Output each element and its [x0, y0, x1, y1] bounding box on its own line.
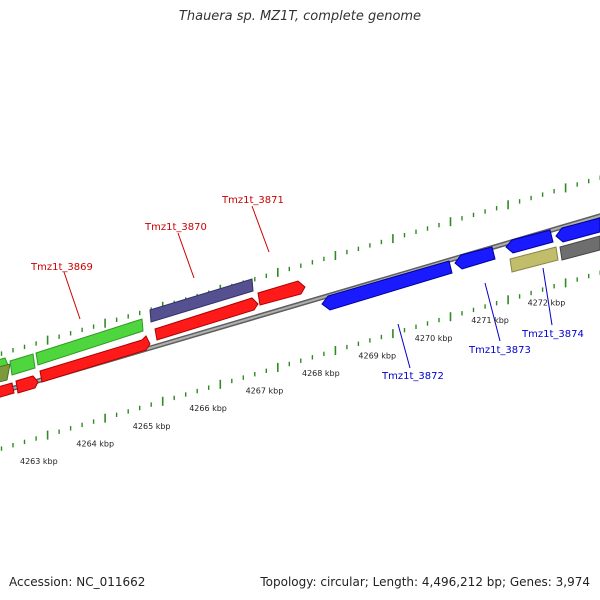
inner-tick-track — [0, 270, 600, 451]
kbp-label: 4270 kbp — [415, 334, 453, 343]
kbp-label: 4268 kbp — [302, 369, 340, 378]
gene-green-small[interactable] — [9, 353, 36, 376]
gene-label-tmz1t-3873[interactable]: Tmz1t_3873 — [468, 345, 531, 356]
gene-red-left-a[interactable] — [0, 382, 15, 403]
kbp-label: 4263 kbp — [20, 457, 58, 466]
gene-label-tmz1t-3872[interactable]: Tmz1t_3872 — [381, 371, 444, 382]
gene-tmz1t-3872[interactable] — [321, 260, 453, 311]
gene-label-tmz1t-3870[interactable]: Tmz1t_3870 — [144, 222, 207, 233]
kbp-label: 4267 kbp — [246, 387, 284, 396]
kbp-label: 4271 kbp — [471, 316, 509, 325]
accession-label: Accession: NC_011662 — [9, 575, 146, 589]
gene-red-left-b[interactable] — [15, 375, 39, 394]
gene-label-tmz1t-3869[interactable]: Tmz1t_3869 — [30, 262, 93, 273]
kbp-label: 4266 kbp — [189, 404, 227, 413]
gene-blue-top-1[interactable] — [505, 229, 554, 254]
gene-red-forward-2[interactable] — [154, 297, 259, 341]
gene-label-tmz1t-3874[interactable]: Tmz1t_3874 — [521, 329, 584, 340]
kbp-label: 4264 kbp — [76, 439, 114, 448]
gene-olive-partial[interactable] — [0, 363, 11, 383]
gene-tmz1t-3871[interactable] — [257, 280, 306, 306]
map-title: Thauera sp. MZ1T, complete genome — [178, 9, 422, 24]
gene-label-tmz1t-3871[interactable]: Tmz1t_3871 — [221, 195, 284, 206]
gene-gray[interactable] — [559, 235, 600, 261]
gene-tmz1t-3870[interactable] — [149, 278, 254, 323]
kbp-label: 4272 kbp — [528, 299, 566, 308]
genome-summary: Topology: circular; Length: 4,496,212 bp… — [260, 575, 590, 589]
kbp-label: 4269 kbp — [358, 351, 396, 360]
gene-tmz1t-3873[interactable] — [454, 246, 496, 270]
kbp-label: 4265 kbp — [133, 422, 171, 431]
gene-tmz1t-3869[interactable] — [35, 318, 144, 366]
gene-label-leaders — [63, 205, 553, 369]
gene-red-forward-1[interactable] — [39, 335, 151, 383]
gene-tmz1t-3874[interactable] — [509, 246, 559, 273]
gene-blue-top-2[interactable] — [555, 217, 600, 243]
kbp-scale-labels: 4263 kbp 4264 kbp 4265 kbp 4266 kbp 4267 kbp… — [20, 299, 565, 466]
forward-gene-track — [0, 278, 306, 403]
reverse-gene-track — [321, 217, 600, 311]
gene-labels: Tmz1t_3869 Tmz1t_3870 Tmz1t_3871 Tmz1t_3… — [30, 195, 584, 382]
genome-backbone — [0, 213, 600, 395]
